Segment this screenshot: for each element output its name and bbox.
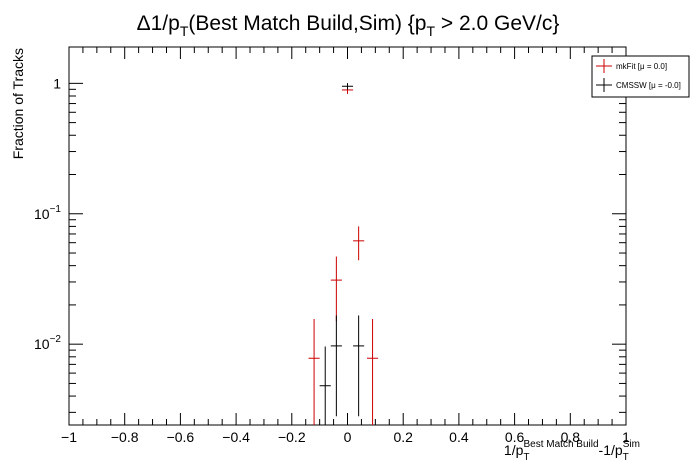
y-tick-label: 10−2 <box>34 334 61 352</box>
y-axis-label: Fraction of Tracks <box>10 48 26 159</box>
x-tick-label: −1 <box>61 429 77 445</box>
plot-frame <box>68 46 627 426</box>
y-tick-base: 10 <box>34 206 50 222</box>
x-tick-label: 0.4 <box>449 429 469 445</box>
plot-area: −1 −0.8 −0.6 −0.4 −0.2 0 0.2 0.4 0.6 0.8 110−210−1… <box>34 46 630 445</box>
legend-label-mkfit: mkFit [μ = 0.0] <box>616 62 667 71</box>
y-tick-base: 1 <box>53 75 61 91</box>
y-tick-label: 10−1 <box>34 204 61 222</box>
y-tick-base: 10 <box>34 336 50 352</box>
y-tick-exponent: −1 <box>50 204 62 215</box>
x-tick-label: 0.8 <box>561 429 581 445</box>
y-tick-label: 1 <box>53 75 61 91</box>
chart-title: Δ1/pT(Best Match Build,Sim) {pT > 2.0 Ge… <box>137 12 560 39</box>
x-tick-label: 0 <box>344 429 352 445</box>
x-tick-label: −0.4 <box>222 429 250 445</box>
legend-entry-cmssw: CMSSW [μ = -0.0] <box>596 78 681 92</box>
y-tick-exponent: −2 <box>50 334 62 345</box>
x-tick-label: 1 <box>622 429 630 445</box>
x-tick-label: 0.6 <box>505 429 525 445</box>
x-tick-label: −0.6 <box>167 429 195 445</box>
legend-entry-mkfit: mkFit [μ = 0.0] <box>596 59 667 73</box>
x-tick-label: 0.2 <box>393 429 413 445</box>
legend: mkFit [μ = 0.0] CMSSW [μ = -0.0] <box>591 55 690 98</box>
x-tick-label: −0.8 <box>111 429 139 445</box>
legend-box <box>591 55 690 98</box>
legend-label-cmssw: CMSSW [μ = -0.0] <box>616 81 681 90</box>
x-tick-label: −0.2 <box>278 429 306 445</box>
x-axis-label: 1/pTBest Match Build-1/pTSim <box>504 439 640 463</box>
